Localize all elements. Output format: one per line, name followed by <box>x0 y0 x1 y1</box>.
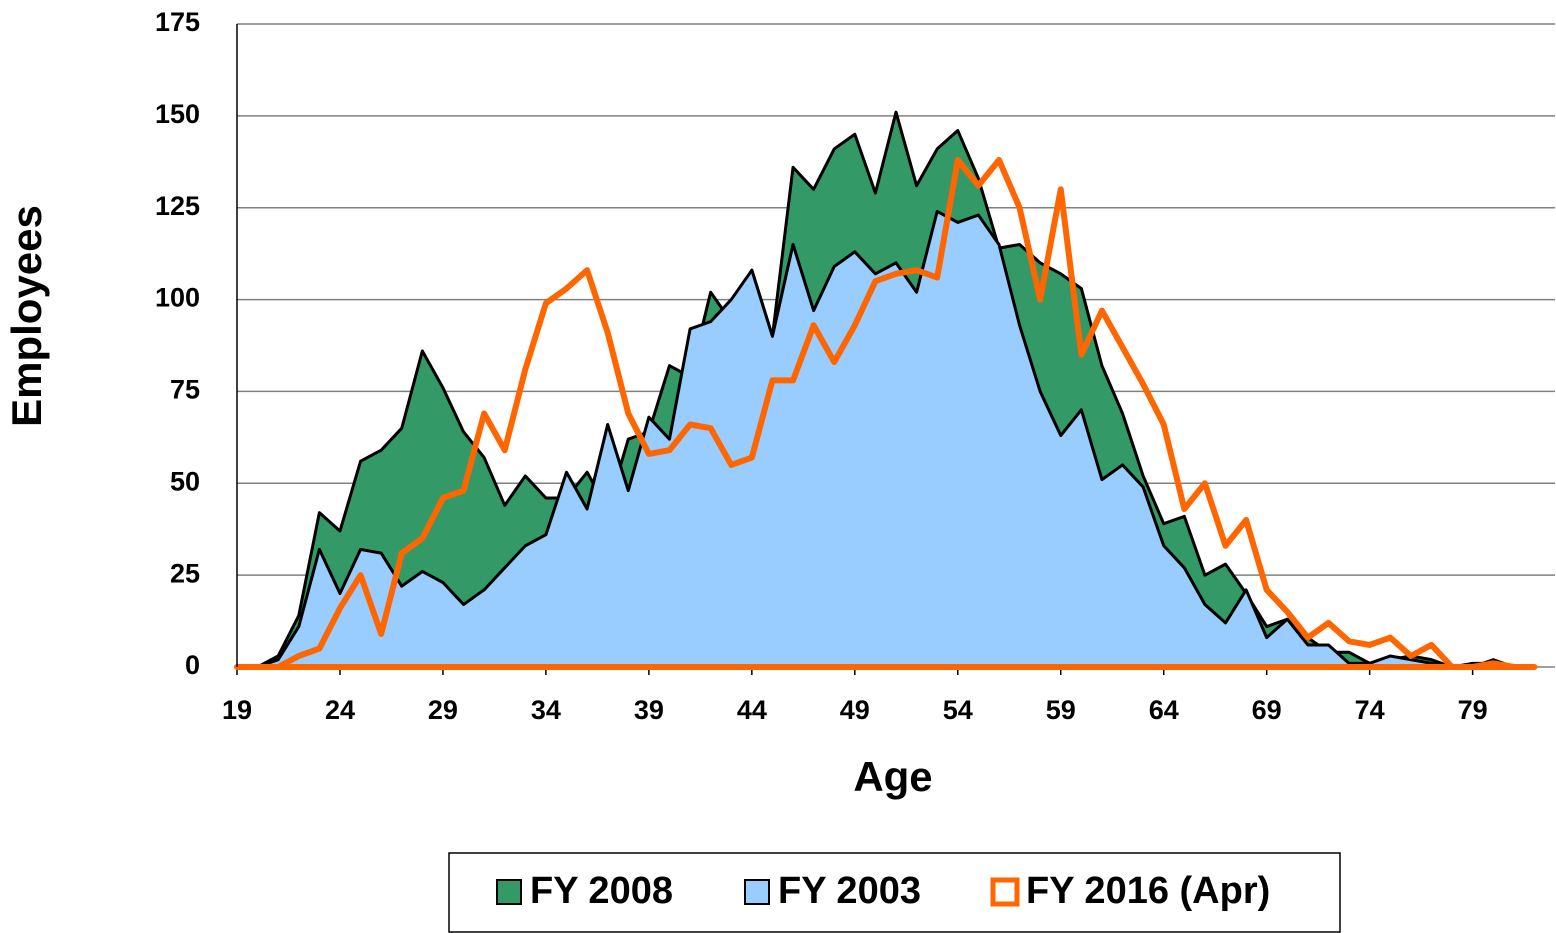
legend-label: FY 2008 <box>530 870 673 912</box>
y-tick-label: 150 <box>155 99 200 129</box>
x-tick-label: 49 <box>840 695 870 725</box>
y-tick-label: 50 <box>170 466 200 496</box>
legend-swatch <box>496 879 522 905</box>
x-tick-label: 79 <box>1458 695 1488 725</box>
x-axis-label: Age <box>853 753 932 800</box>
x-tick-label: 39 <box>634 695 664 725</box>
y-axis-label: Employees <box>3 205 50 427</box>
x-tick-label: 59 <box>1046 695 1076 725</box>
x-tick-label: 34 <box>531 695 561 725</box>
legend-swatch <box>744 879 770 905</box>
x-tick-label: 74 <box>1355 695 1385 725</box>
x-tick-label: 24 <box>325 695 355 725</box>
x-tick-label: 64 <box>1149 695 1179 725</box>
legend-swatch <box>990 877 1020 907</box>
area-2 <box>234 156 1538 670</box>
y-tick-label: 75 <box>170 375 200 405</box>
legend-label: FY 2003 <box>778 870 921 912</box>
y-tick-label: 175 <box>155 7 200 37</box>
x-tick-label: 69 <box>1252 695 1282 725</box>
x-tick-label: 29 <box>428 695 458 725</box>
x-tick-label: 44 <box>737 695 767 725</box>
y-tick-label: 125 <box>155 191 200 221</box>
y-tick-label: 100 <box>155 283 200 313</box>
y-tick-label: 25 <box>170 558 200 588</box>
legend-box <box>448 852 1341 933</box>
area-1 <box>235 209 1536 669</box>
legend-label: FY 2016 (Apr) <box>1026 870 1270 912</box>
x-tick-label: 19 <box>222 695 252 725</box>
x-tick-label: 54 <box>943 695 973 725</box>
y-tick-label: 0 <box>185 650 200 680</box>
